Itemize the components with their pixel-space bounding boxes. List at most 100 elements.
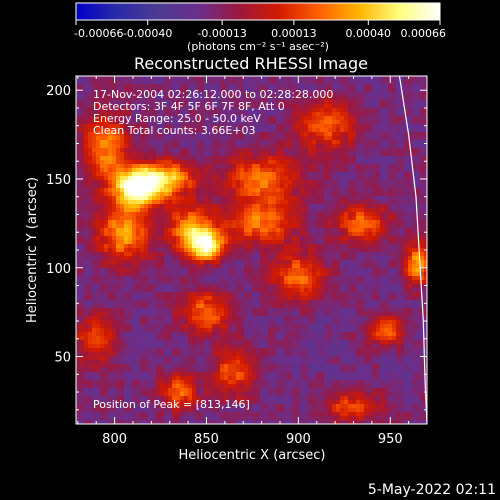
heatmap-cell — [92, 132, 96, 136]
heatmap-cell — [192, 124, 196, 128]
heatmap-cell — [136, 220, 140, 224]
heatmap-cell — [220, 420, 224, 424]
heatmap-cell — [156, 256, 160, 260]
heatmap-cell — [108, 364, 112, 368]
heatmap-cell — [152, 196, 156, 200]
heatmap-cell — [224, 344, 228, 348]
heatmap-cell — [100, 416, 104, 420]
heatmap-cell — [168, 348, 172, 352]
heatmap-cell — [212, 340, 216, 344]
heatmap-cell — [184, 408, 188, 412]
heatmap-cell — [228, 176, 232, 180]
heatmap-cell — [264, 280, 268, 284]
heatmap-cell — [228, 416, 232, 420]
heatmap-cell — [248, 148, 252, 152]
heatmap-cell — [104, 396, 108, 400]
heatmap-cell — [256, 192, 260, 196]
heatmap-cell — [220, 340, 224, 344]
heatmap-cell — [276, 120, 280, 124]
heatmap-cell — [176, 316, 180, 320]
heatmap-cell — [188, 180, 192, 184]
heatmap-cell — [268, 160, 272, 164]
heatmap-cell — [240, 400, 244, 404]
heatmap-cell — [112, 200, 116, 204]
heatmap-cell — [276, 124, 280, 128]
heatmap-cell — [148, 132, 152, 136]
heatmap-cell — [228, 260, 232, 264]
heatmap-cell — [180, 304, 184, 308]
heatmap-cell — [180, 392, 184, 396]
heatmap-cell — [268, 220, 272, 224]
heatmap-cell — [148, 116, 152, 120]
heatmap-cell — [184, 104, 188, 108]
heatmap-cell — [176, 364, 180, 368]
heatmap-cell — [296, 96, 300, 100]
heatmap-cell — [192, 220, 196, 224]
heatmap-cell — [176, 164, 180, 168]
heatmap-cell — [244, 240, 248, 244]
heatmap-cell — [108, 288, 112, 292]
heatmap-cell — [280, 144, 284, 148]
heatmap-cell — [136, 92, 140, 96]
heatmap-cell — [244, 268, 248, 272]
heatmap-cell — [168, 112, 172, 116]
heatmap-cell — [184, 224, 188, 228]
heatmap-cell — [140, 108, 144, 112]
heatmap-cell — [144, 280, 148, 284]
heatmap-cell — [80, 176, 84, 180]
heatmap-cell — [136, 192, 140, 196]
heatmap-cell — [80, 168, 84, 172]
heatmap-cell — [288, 404, 292, 408]
heatmap-cell — [240, 412, 244, 416]
heatmap-cell — [180, 156, 184, 160]
heatmap-cell — [248, 268, 252, 272]
heatmap-cell — [192, 248, 196, 252]
heatmap-cell — [96, 180, 100, 184]
heatmap-cell — [100, 268, 104, 272]
heatmap-cell — [112, 228, 116, 232]
heatmap-cell — [300, 164, 304, 168]
heatmap-cell — [112, 376, 116, 380]
heatmap-cell — [80, 76, 84, 80]
heatmap-cell — [284, 316, 288, 320]
heatmap-cell — [248, 76, 252, 80]
heatmap-cell — [80, 364, 84, 368]
heatmap-cell — [172, 180, 176, 184]
heatmap-cell — [128, 184, 132, 188]
heatmap-cell — [244, 224, 248, 228]
heatmap-cell — [260, 264, 264, 268]
heatmap-cell — [232, 296, 236, 300]
heatmap-cell — [84, 412, 88, 416]
heatmap-cell — [204, 152, 208, 156]
heatmap-cell — [228, 308, 232, 312]
heatmap-cell — [164, 268, 168, 272]
heatmap-cell — [284, 236, 288, 240]
heatmap-cell — [176, 124, 180, 128]
heatmap-cell — [200, 176, 204, 180]
heatmap-cell — [132, 92, 136, 96]
heatmap-cell — [284, 200, 288, 204]
heatmap-cell — [232, 108, 236, 112]
heatmap-cell — [76, 148, 80, 152]
heatmap-cell — [124, 76, 128, 80]
heatmap-cell — [292, 332, 296, 336]
heatmap-cell — [104, 208, 108, 212]
heatmap-cell — [288, 192, 292, 196]
heatmap-cell — [84, 124, 88, 128]
heatmap-cell — [128, 276, 132, 280]
heatmap-cell — [96, 144, 100, 148]
heatmap-cell — [228, 184, 232, 188]
heatmap-cell — [112, 288, 116, 292]
heatmap-cell — [228, 148, 232, 152]
heatmap-cell — [104, 368, 108, 372]
heatmap-cell — [260, 404, 264, 408]
heatmap-cell — [192, 96, 196, 100]
heatmap-cell — [244, 380, 248, 384]
heatmap-cell — [172, 396, 176, 400]
heatmap-cell — [280, 420, 284, 424]
heatmap-cell — [284, 396, 288, 400]
heatmap-cell — [84, 388, 88, 392]
heatmap-cell — [160, 192, 164, 196]
heatmap-cell — [256, 184, 260, 188]
heatmap-cell — [100, 228, 104, 232]
